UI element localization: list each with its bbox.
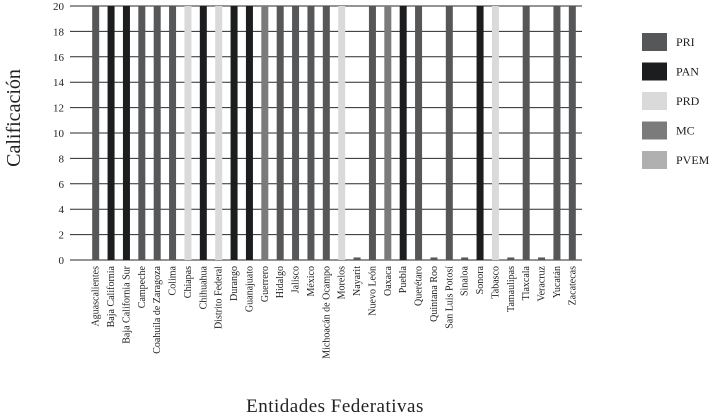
x-tick-label: Durango	[229, 266, 240, 301]
bar	[215, 6, 223, 260]
bar	[507, 257, 515, 260]
x-tick-label: México	[306, 266, 317, 297]
bar	[338, 6, 346, 260]
bar	[476, 6, 484, 260]
x-tick-label: Zacatecas	[567, 266, 578, 306]
bar	[553, 6, 561, 260]
bar	[169, 6, 177, 260]
y-tick-label: 14	[53, 77, 65, 89]
bar	[445, 6, 453, 260]
y-tick-label: 4	[59, 204, 65, 216]
x-tick-label: Guanajuato	[244, 266, 255, 312]
y-axis-label: Calificación	[3, 69, 25, 167]
legend-swatch	[642, 33, 667, 51]
x-tick-label: Nayarit	[352, 266, 363, 296]
legend-label: PRI	[676, 35, 695, 49]
bar	[384, 6, 392, 260]
x-tick-label: Sinaloa	[460, 265, 471, 296]
y-tick-label: 8	[59, 153, 65, 165]
bar	[522, 6, 530, 260]
bars	[92, 6, 576, 260]
bar	[415, 6, 423, 260]
x-tick-label: Oaxaca	[383, 265, 394, 296]
x-tick-label: Baja California	[106, 265, 117, 327]
bar	[461, 257, 469, 260]
x-tick-label: Distrito Federal	[214, 266, 225, 329]
y-tick-label: 10	[53, 128, 65, 140]
bar	[568, 6, 576, 260]
legend-swatch	[642, 151, 667, 169]
x-tick-label: Jalisco	[291, 266, 302, 293]
bar	[107, 6, 115, 260]
y-axis-ticks: 0 2 4 6 8 10 12 14 16 18 20	[53, 1, 65, 267]
x-axis-label: Entidades Federativas	[246, 396, 424, 415]
bar	[538, 257, 546, 260]
y-tick-label: 20	[53, 1, 65, 13]
y-tick-label: 16	[53, 52, 65, 64]
x-tick-label: Coahuila de Zaragoza	[152, 265, 163, 353]
bar	[368, 6, 376, 260]
y-tick-label: 6	[59, 179, 65, 191]
bar	[399, 6, 407, 260]
legend-swatch	[642, 62, 667, 81]
legend-swatch	[642, 92, 667, 110]
x-tick-label: Guerrero	[260, 266, 271, 302]
x-tick-label: Tabasco	[490, 266, 501, 299]
bar	[153, 6, 161, 260]
x-tick-label: Tlaxcala	[521, 265, 532, 300]
legend-label: PRD	[676, 94, 700, 108]
y-tick-label: 0	[59, 255, 65, 267]
bar	[138, 6, 146, 260]
bar	[261, 6, 269, 260]
x-tick-label: Veracruz	[537, 265, 548, 301]
bar	[122, 6, 130, 260]
legend: PRI PAN PRD MC PVEM	[642, 33, 710, 169]
x-axis-ticks: Aguascalientes Baja California Baja Califo…	[91, 265, 579, 358]
x-tick-label: Hidalgo	[275, 266, 286, 298]
bar	[245, 6, 253, 260]
x-tick-label: Chiapas	[183, 266, 194, 298]
x-tick-label: Baja California Sur	[121, 265, 132, 343]
bar	[307, 6, 315, 260]
x-tick-label: Sonora	[475, 265, 486, 294]
y-tick-label: 18	[53, 26, 65, 38]
x-tick-label: Morelos	[337, 266, 348, 299]
bar	[430, 257, 438, 260]
legend-swatch	[642, 121, 667, 140]
x-tick-label: Michoacán de Ocampo	[321, 266, 332, 359]
bar	[276, 6, 284, 260]
x-tick-label: Nuevo León	[367, 266, 378, 316]
x-tick-label: Colima	[168, 265, 179, 295]
x-tick-label: Aguascalientes	[91, 266, 102, 327]
x-tick-label: Querétaro	[414, 266, 425, 306]
bar	[292, 6, 300, 260]
x-tick-label: Quintana Roo	[429, 266, 440, 322]
x-tick-label: Puebla	[398, 265, 409, 293]
bar	[230, 6, 238, 260]
y-tick-label: 12	[53, 103, 64, 115]
x-tick-label: Tamaulipas	[506, 266, 517, 312]
x-tick-label: Chihuahua	[198, 265, 209, 309]
bar	[184, 6, 192, 260]
x-tick-label: Campeche	[137, 265, 148, 308]
bar	[92, 6, 100, 260]
bar	[322, 6, 330, 260]
x-tick-label: San Luis Potosí	[444, 266, 455, 329]
legend-label: PAN	[676, 65, 699, 79]
legend-label: MC	[676, 124, 695, 138]
bar	[353, 257, 361, 260]
legend-label: PVEM	[676, 153, 710, 167]
y-tick-label: 2	[59, 230, 65, 242]
bar	[491, 6, 499, 260]
x-tick-label: Yucatán	[552, 266, 563, 298]
bar	[199, 6, 207, 260]
